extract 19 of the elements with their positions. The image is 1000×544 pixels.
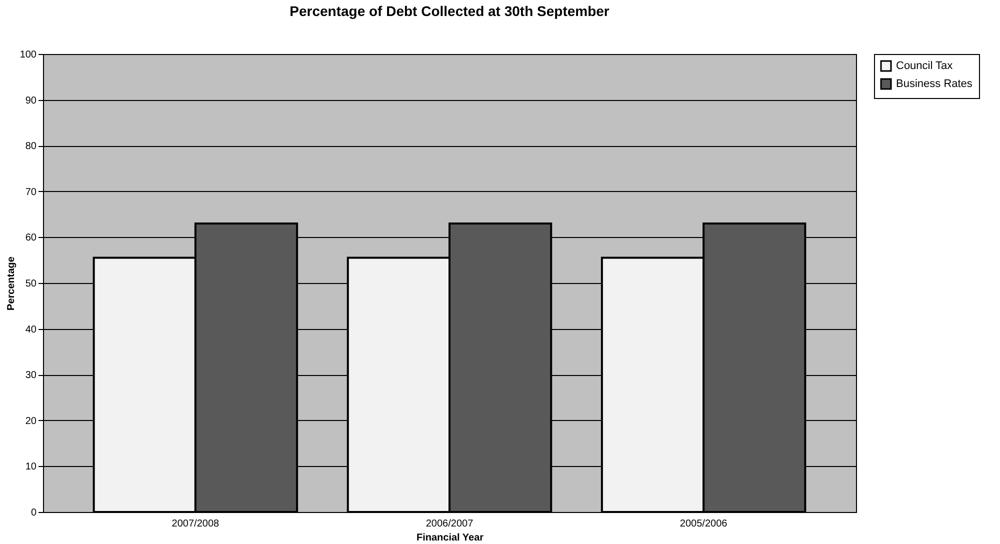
y-tick-label: 20 [25, 416, 37, 427]
legend-label: Business Rates [896, 78, 973, 90]
x-axis-title: Financial Year [416, 532, 484, 544]
y-tick-label: 90 [25, 95, 37, 106]
chart-title: Percentage of Debt Collected at 30th September [290, 3, 610, 19]
y-tick-label: 100 [20, 50, 37, 60]
y-tick-label: 0 [30, 508, 37, 518]
y-tick-label: 10 [25, 462, 37, 473]
y-tick-label: 70 [25, 186, 37, 198]
x-tick-label: 2006/2007 [426, 518, 474, 530]
x-tick-label: 2007/2008 [172, 518, 220, 530]
y-tick-label: 30 [25, 370, 37, 382]
x-tick-label: 2005/2006 [680, 518, 728, 530]
y-axis-title: Percentage [6, 256, 17, 310]
y-tick-label: 80 [25, 141, 37, 152]
y-tick-label: 50 [25, 278, 37, 290]
legend-label: Council Tax [896, 60, 954, 72]
y-tick-label: 60 [25, 232, 37, 244]
y-tick-label: 40 [25, 324, 37, 336]
